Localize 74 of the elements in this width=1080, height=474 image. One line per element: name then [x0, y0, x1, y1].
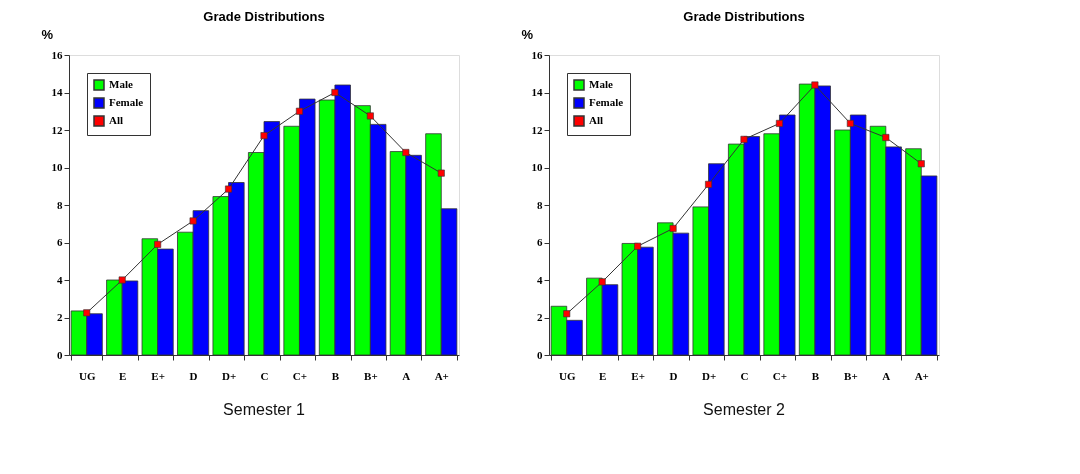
x-tick-label: B: [331, 369, 340, 382]
x-tick-label: E+: [151, 369, 165, 382]
y-tick-label: 14: [531, 86, 543, 98]
text: Semester 1: [223, 401, 306, 418]
x-tick-label: E: [599, 369, 607, 382]
point: [846, 119, 854, 127]
y-tick-label: 0: [57, 348, 63, 361]
x-tick-label: B+: [364, 369, 378, 382]
x-tick-label: B+: [844, 369, 858, 382]
x-tick-label: E+: [631, 369, 645, 382]
x-tick-label: E: [119, 369, 127, 382]
point: [402, 149, 410, 156]
x-tick-label: UG: [78, 369, 96, 382]
point: [366, 112, 374, 120]
point: [295, 107, 303, 115]
y-tick-label: 10: [51, 161, 63, 173]
y-tick-label: 2: [57, 311, 63, 323]
text: Semester 2: [703, 401, 786, 418]
point: [260, 132, 268, 140]
legend-label: Male: [109, 78, 133, 90]
point: [331, 89, 339, 96]
point: [83, 309, 91, 317]
x-tick-label: D: [189, 369, 198, 382]
point: [225, 185, 233, 193]
point: [598, 278, 606, 286]
y-tick-label: 0: [537, 348, 543, 361]
legend-label: Male: [589, 78, 613, 90]
x-tick-label: B: [811, 369, 820, 382]
y-tick-label: 12: [51, 123, 63, 136]
point: [118, 276, 126, 284]
point: [189, 217, 197, 225]
point: [917, 160, 925, 168]
x-tick-label: D+: [221, 369, 237, 382]
legend-label: Female: [109, 96, 144, 108]
point: [775, 119, 783, 127]
x-tick-label: A+: [914, 369, 929, 382]
y-tick-label: 16: [51, 48, 63, 61]
y-tick-label: 8: [537, 198, 543, 211]
y-tick-label: 6: [57, 236, 63, 248]
point: [811, 81, 819, 89]
legend-label: Female: [589, 96, 624, 108]
x-tick-label: D+: [701, 369, 717, 382]
y-tick-label: 2: [537, 311, 543, 323]
x-tick-label: C: [740, 369, 749, 382]
x-tick-label: C+: [292, 369, 308, 382]
point: [634, 242, 642, 250]
legend-label: All: [589, 114, 604, 126]
y-tick-label: 10: [531, 161, 543, 173]
x-tick-label: A+: [434, 369, 449, 382]
x-tick-label: A: [882, 369, 891, 382]
point: [437, 169, 445, 177]
x-tick-label: C: [260, 369, 269, 382]
point: [669, 224, 677, 232]
chart-title: Grade Distributions: [203, 9, 325, 24]
y-tick-label: 14: [51, 86, 63, 98]
point: [154, 240, 162, 248]
y-tick-label: 8: [57, 198, 63, 211]
y-axis-title: %: [521, 26, 534, 42]
point: [882, 134, 890, 141]
y-tick-label: 6: [537, 236, 543, 248]
x-tick-label: C+: [772, 369, 788, 382]
y-tick-label: 4: [57, 273, 63, 286]
y-tick-label: 16: [531, 48, 543, 61]
point: [740, 135, 748, 143]
x-tick-label: UG: [558, 369, 576, 382]
x-tick-label: D: [669, 369, 678, 382]
x-tick-label: A: [402, 369, 411, 382]
legend-label: All: [109, 114, 124, 126]
y-tick-label: 12: [531, 123, 543, 136]
y-axis-title: %: [41, 26, 54, 42]
point: [705, 180, 713, 188]
point: [563, 310, 571, 318]
chart-title: Grade Distributions: [683, 9, 805, 24]
y-tick-label: 4: [537, 273, 543, 286]
